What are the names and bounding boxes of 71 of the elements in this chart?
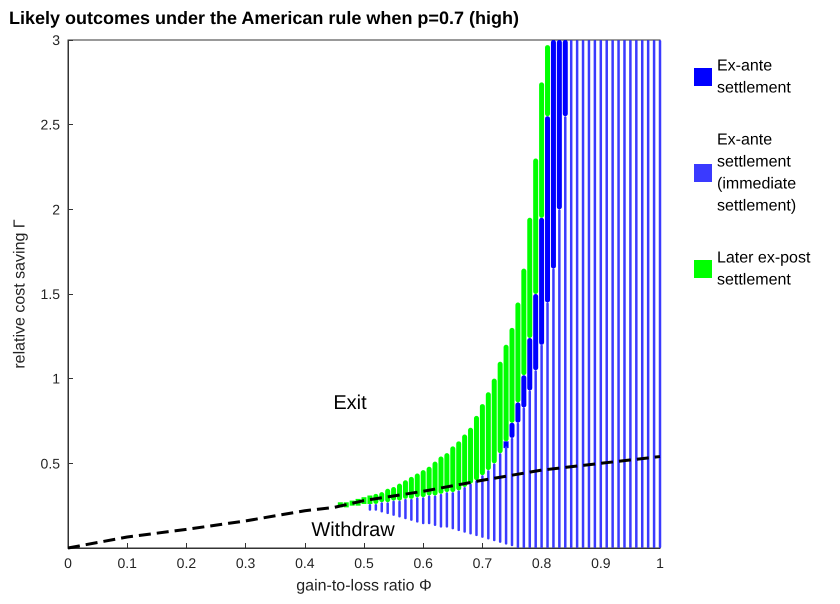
bar (469, 484, 472, 534)
bar (440, 494, 442, 528)
x-tick-label: 0.4 (295, 555, 315, 571)
bar (576, 40, 578, 548)
annotation: Exit (333, 392, 368, 414)
bar (600, 40, 602, 548)
bar (457, 490, 460, 532)
x-tick-label: 0.6 (413, 555, 434, 571)
bar (492, 463, 496, 542)
bar (504, 446, 508, 545)
x-tick-label: 0.5 (354, 555, 374, 571)
bar (652, 40, 656, 548)
bar (594, 40, 596, 548)
bar (640, 40, 644, 548)
bar (582, 40, 584, 548)
bar (646, 40, 650, 548)
x-tick-label: 0.8 (532, 555, 552, 571)
x-tick-label: 0 (64, 555, 72, 571)
bar (510, 438, 514, 546)
bar (498, 453, 502, 543)
bar (617, 40, 620, 548)
bar (658, 40, 662, 548)
bar (404, 498, 407, 520)
bar (570, 40, 572, 548)
bar (546, 302, 549, 548)
bar (416, 497, 419, 523)
bar (487, 470, 490, 540)
bar (540, 344, 543, 548)
bar (534, 370, 537, 548)
bar (611, 40, 614, 548)
bar (392, 500, 395, 516)
bar (588, 40, 590, 548)
bar (564, 116, 567, 548)
bar (522, 407, 526, 548)
y-tick-label: 1.5 (40, 286, 60, 302)
x-tick-label: 0.3 (236, 555, 256, 571)
x-tick-label: 1 (656, 555, 664, 571)
bar (516, 422, 520, 548)
y-axis-title: relative cost saving Γ (12, 219, 28, 369)
bar (528, 390, 532, 548)
bar (481, 475, 484, 538)
x-axis-title: gain-to-loss ratio Φ (296, 578, 432, 594)
bar (410, 498, 413, 521)
bar (605, 40, 608, 548)
bar (446, 492, 448, 528)
bar (428, 496, 430, 524)
chart-title: Likely outcomes under the American rule when p=0.7 (high) (9, 8, 519, 28)
bar (463, 487, 466, 533)
bar (623, 40, 626, 548)
legend-label: Ex-ante settlement (717, 58, 792, 96)
x-tick-label: 0.9 (591, 555, 611, 571)
x-tick-label: 0.1 (117, 555, 138, 571)
legend-label: Later ex-post settlement (717, 250, 815, 288)
bar (629, 40, 632, 548)
y-tick-label: 3 (52, 32, 60, 48)
y-tick-label: 0.5 (40, 455, 60, 472)
bar (558, 209, 561, 548)
x-tick-label: 0.2 (176, 555, 196, 571)
legend-label: Ex-ante settlement (immediate settlement) (717, 132, 801, 214)
bar (434, 496, 436, 526)
bar (552, 268, 555, 548)
x-tick-label: 0.7 (472, 555, 492, 571)
bar (475, 480, 478, 536)
annotation: Withdraw (311, 519, 396, 541)
bar (452, 492, 454, 530)
y-tick-label: 1 (52, 370, 60, 387)
y-tick-label: 2.5 (40, 116, 60, 133)
y-tick-label: 2 (52, 201, 60, 218)
bar (398, 500, 401, 518)
bar (422, 497, 424, 524)
bar (635, 40, 638, 548)
